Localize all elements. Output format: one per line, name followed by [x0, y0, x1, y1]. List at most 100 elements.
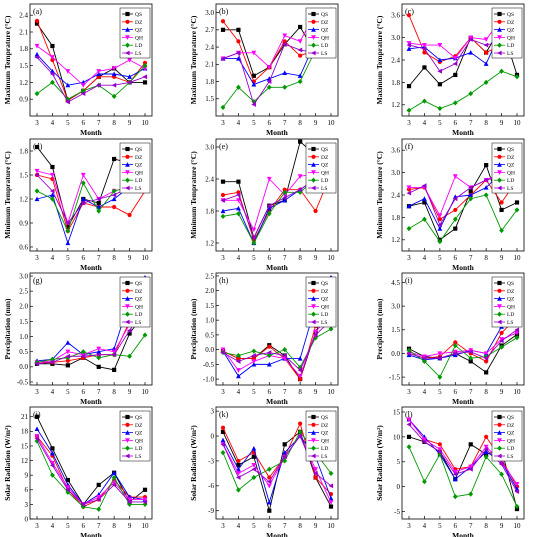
- x-tick-label: 5: [66, 522, 70, 530]
- series-line-ls: [222, 435, 332, 487]
- data-point-qs: [514, 200, 520, 205]
- legend-box: [491, 410, 523, 462]
- y-tick-label: 3.6: [391, 147, 400, 155]
- legend-marker-qz: [125, 162, 130, 167]
- legend-label-ls: LS: [321, 454, 327, 460]
- x-tick-label: 8: [112, 119, 116, 127]
- x-tick-label: 9: [128, 522, 132, 530]
- x-axis-label: Month: [266, 397, 288, 406]
- x-tick-label: 7: [283, 119, 287, 127]
- y-tick-label: 0.9: [19, 219, 28, 227]
- data-point-qz: [80, 196, 86, 202]
- data-point-qz: [236, 56, 241, 61]
- data-point-qs: [468, 359, 473, 364]
- legend-label-ld: LD: [507, 43, 514, 49]
- series-line-ls: [408, 329, 518, 359]
- y-tick-label: -1.0: [203, 376, 215, 384]
- data-point-dz: [484, 50, 489, 55]
- legend-box: [305, 142, 337, 194]
- data-point-ld: [422, 216, 427, 222]
- data-point-dz: [422, 50, 427, 55]
- y-tick-label: 2.5: [19, 288, 28, 296]
- data-point-qh: [34, 434, 40, 439]
- data-point-qz: [437, 226, 443, 231]
- x-tick-label: 9: [314, 119, 318, 127]
- data-point-ld: [468, 355, 474, 361]
- data-point-ls: [421, 183, 427, 189]
- data-point-ls: [80, 501, 86, 507]
- data-point-qh: [65, 349, 71, 355]
- legend-label-dz: DZ: [321, 20, 329, 26]
- data-point-ls: [34, 436, 40, 442]
- legend-label-ld: LD: [135, 43, 142, 49]
- data-point-qh: [251, 227, 257, 233]
- legend-label-qs: QS: [507, 147, 514, 153]
- data-point-ls: [313, 470, 318, 476]
- data-point-ld: [251, 240, 257, 246]
- x-tick-label: 3: [221, 388, 225, 396]
- data-point-qz: [65, 340, 71, 345]
- legend-label-ls: LS: [321, 320, 327, 326]
- data-point-ls: [499, 338, 504, 344]
- x-tick-label: 8: [298, 388, 302, 396]
- data-point-dz: [236, 39, 241, 44]
- legend-label-qh: QH: [321, 438, 329, 444]
- chart-panel-d: 0.6 0.9 1.2 1.5 1.8 3 4 5 6 7 8 9 10 Month Minimum Tem…: [3, 138, 153, 272]
- data-point-ld: [422, 479, 427, 485]
- y-tick-label: 1.5: [205, 95, 214, 103]
- data-point-ls: [49, 463, 55, 468]
- legend-marker-qh: [125, 170, 130, 175]
- x-tick-label: 6: [82, 388, 86, 396]
- legend-label-qz: QZ: [507, 28, 515, 34]
- y-tick-label: 3: [211, 408, 215, 416]
- x-tick-label: 4: [51, 522, 55, 530]
- data-point-ld: [499, 344, 504, 350]
- x-tick-label: 10: [142, 254, 150, 262]
- data-point-qh: [236, 368, 241, 373]
- data-point-qh: [328, 500, 334, 505]
- plot-frame: [29, 138, 153, 252]
- data-point-qh: [65, 69, 71, 74]
- data-point-ld: [499, 471, 504, 477]
- data-point-dz: [267, 344, 272, 349]
- legend-label-qh: QH: [135, 304, 143, 310]
- y-tick-label: -0.5: [17, 378, 29, 386]
- y-tick-label: 1.2: [19, 79, 28, 87]
- data-point-ls: [111, 82, 117, 88]
- data-point-qs: [267, 508, 272, 513]
- series-line-qs: [408, 164, 518, 241]
- y-tick-label: 2.4: [391, 191, 400, 199]
- data-point-qh: [297, 374, 303, 379]
- legend-label-ls: LS: [507, 186, 513, 192]
- legend-label-dz: DZ: [321, 155, 329, 161]
- x-tick-label: 3: [35, 254, 39, 262]
- legend-label-qz: QZ: [135, 297, 143, 303]
- legend-marker-ld: [125, 311, 130, 317]
- legend-label-qh: QH: [135, 170, 143, 176]
- data-point-ls: [111, 192, 117, 198]
- x-tick-label: 9: [128, 254, 132, 262]
- legend-box: [305, 410, 337, 462]
- y-tick-label: 1.5: [391, 326, 400, 334]
- legend-marker-qz: [311, 430, 316, 435]
- x-tick-label: 5: [252, 119, 256, 127]
- y-tick-label: 1.0: [19, 333, 28, 341]
- data-point-dz: [267, 475, 272, 480]
- y-tick-label: 0.0: [391, 350, 400, 358]
- data-point-ld: [282, 189, 288, 195]
- data-point-qz: [111, 71, 117, 77]
- data-point-qh: [452, 349, 458, 355]
- data-point-qz: [251, 361, 257, 367]
- data-point-qh: [251, 50, 257, 56]
- data-point-ls: [96, 352, 101, 358]
- legend-marker-qs: [311, 146, 316, 152]
- legend-label-ls: LS: [321, 51, 327, 57]
- data-point-ld: [499, 68, 504, 74]
- data-point-ls: [80, 353, 86, 359]
- y-axis-label: Solar Radiation (W/m²): [189, 425, 198, 501]
- data-point-qs: [406, 84, 412, 89]
- data-point-ld: [96, 355, 102, 361]
- data-point-dz: [127, 212, 132, 218]
- x-tick-label: 10: [514, 119, 522, 127]
